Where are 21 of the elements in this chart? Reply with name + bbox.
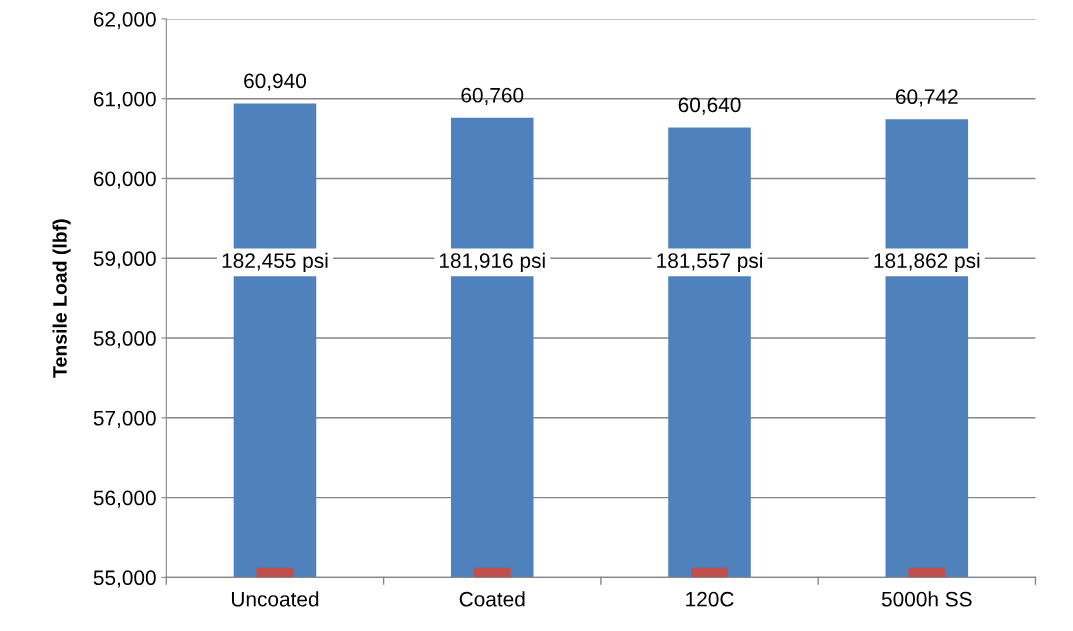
annotation: 182,455 psi: [222, 252, 328, 273]
annotation: 181,916 psi: [439, 252, 545, 273]
y-axis-title: Tensile Load (lbf): [52, 219, 71, 378]
x-tick-label: 120C: [686, 591, 734, 607]
x-tick-label: 5000h SS: [881, 591, 972, 607]
x-tick-label: Uncoated: [231, 591, 319, 607]
y-tick-label: 61,000: [93, 91, 156, 109]
y-tick-label: 60,000: [93, 171, 156, 189]
y-tick-label: 55,000: [93, 570, 156, 588]
y-tick-label: 58,000: [93, 331, 156, 349]
data-label: 60,640: [678, 97, 741, 115]
annotation: 181,862 psi: [874, 252, 980, 273]
annotation: 181,557 psi: [657, 252, 762, 273]
y-tick-label: 62,000: [93, 11, 156, 30]
x-tick-label: Coated: [459, 591, 525, 607]
y-tick-label: 56,000: [93, 490, 156, 508]
data-label: 60,940: [244, 73, 306, 91]
y-tick-label: 59,000: [93, 251, 156, 269]
y-tick-label: 57,000: [93, 410, 156, 429]
data-label: 60,760: [461, 87, 524, 106]
data-label: 60,742: [896, 89, 958, 107]
